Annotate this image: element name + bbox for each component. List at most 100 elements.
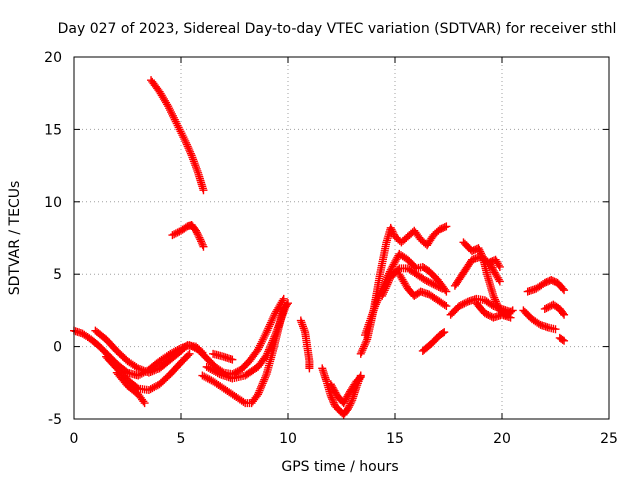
data-point-marker [271,329,280,338]
data-point-marker [491,297,500,306]
data-point-marker [540,304,549,313]
data-point-marker [165,104,174,113]
data-point-marker [265,322,274,331]
x-axis-label: GPS time / hours [281,459,398,475]
data-point-marker [542,304,551,313]
data-point-marker [170,115,179,124]
data-point-marker [187,151,196,160]
data-point-marker [362,337,371,346]
data-point-marker [384,271,393,280]
data-point-marker [476,247,485,256]
data-point-marker [383,273,392,282]
data-point-marker [490,293,499,302]
data-point-marker [343,404,352,413]
data-point-marker [196,235,205,244]
data-point-marker [150,366,159,375]
data-point-marker [482,310,491,319]
data-point-marker [359,344,368,353]
data-point-marker [560,286,569,295]
data-point-marker [440,223,449,232]
data-point-marker [173,228,182,237]
data-point-marker [257,337,266,346]
data-point-marker [347,397,356,406]
data-point-marker [150,383,159,392]
data-point-marker [493,300,502,309]
data-point-marker [181,136,190,145]
data-point-marker [442,302,451,311]
series-evening-d [472,299,515,322]
data-point-marker [282,300,291,309]
data-point-marker [298,322,307,331]
data-point-marker [269,334,278,343]
data-point-marker [139,366,148,375]
x-tick-label: 0 [70,431,79,447]
data-point-marker [379,280,388,289]
data-point-marker [259,377,268,386]
data-point-marker [273,325,282,334]
data-point-marker [254,390,263,399]
data-point-marker [388,262,397,271]
y-tick-label: 5 [53,267,62,283]
data-point-marker [495,277,504,286]
data-point-marker [268,336,277,345]
data-point-marker [198,348,207,357]
y-tick-label: 0 [53,340,62,356]
data-point-marker [534,319,543,328]
data-point-marker [198,240,207,249]
data-point-marker [194,231,203,240]
data-point-marker [173,121,182,130]
series-night-late-d [555,333,569,345]
data-point-marker [264,345,273,354]
data-point-marker [264,324,273,333]
data-point-marker [169,113,178,122]
data-point-marker [184,351,193,360]
data-point-marker [213,369,222,378]
series-night-arc-d [112,368,149,408]
data-point-marker [494,302,503,311]
data-point-marker [274,323,283,332]
data-point-marker [197,237,206,246]
data-point-marker [186,149,195,158]
data-point-marker [254,343,263,352]
data-point-marker [254,388,263,397]
data-point-marker [276,315,285,324]
data-point-marker [178,131,187,140]
data-point-marker [266,320,275,329]
data-point-marker [261,371,270,380]
data-point-marker [180,135,189,144]
data-point-marker [277,313,286,322]
series-night-arc-c [102,349,194,395]
y-tick-label: 10 [44,195,62,211]
data-point-marker [494,275,503,284]
data-point-marker [148,367,157,376]
data-point-marker [489,291,498,300]
data-point-marker [329,398,338,407]
data-point-marker [300,326,309,335]
data-point-marker [175,125,184,134]
data-point-marker [171,117,180,126]
data-point-marker [197,239,206,248]
data-point-marker [558,335,567,344]
data-point-marker [179,133,188,142]
data-point-marker [267,340,276,349]
data-point-marker [257,381,266,390]
data-point-marker [440,328,449,337]
data-point-marker [272,327,281,336]
data-point-marker [148,384,157,393]
series-night-late-a [519,306,560,334]
data-point-marker [427,279,436,288]
data-point-marker [486,311,495,320]
data-point-marker [144,368,153,377]
data-point-marker [199,242,208,251]
data-point-marker [474,244,483,253]
data-point-marker [191,163,200,172]
series-morning-arc-b [202,302,290,383]
data-point-marker [378,284,387,293]
y-tick-label: 15 [44,122,62,138]
data-point-marker [189,155,198,164]
series-early-mid-arc [168,220,208,251]
data-point-marker [274,321,283,330]
data-point-marker [346,399,355,408]
data-point-marker [420,275,429,284]
